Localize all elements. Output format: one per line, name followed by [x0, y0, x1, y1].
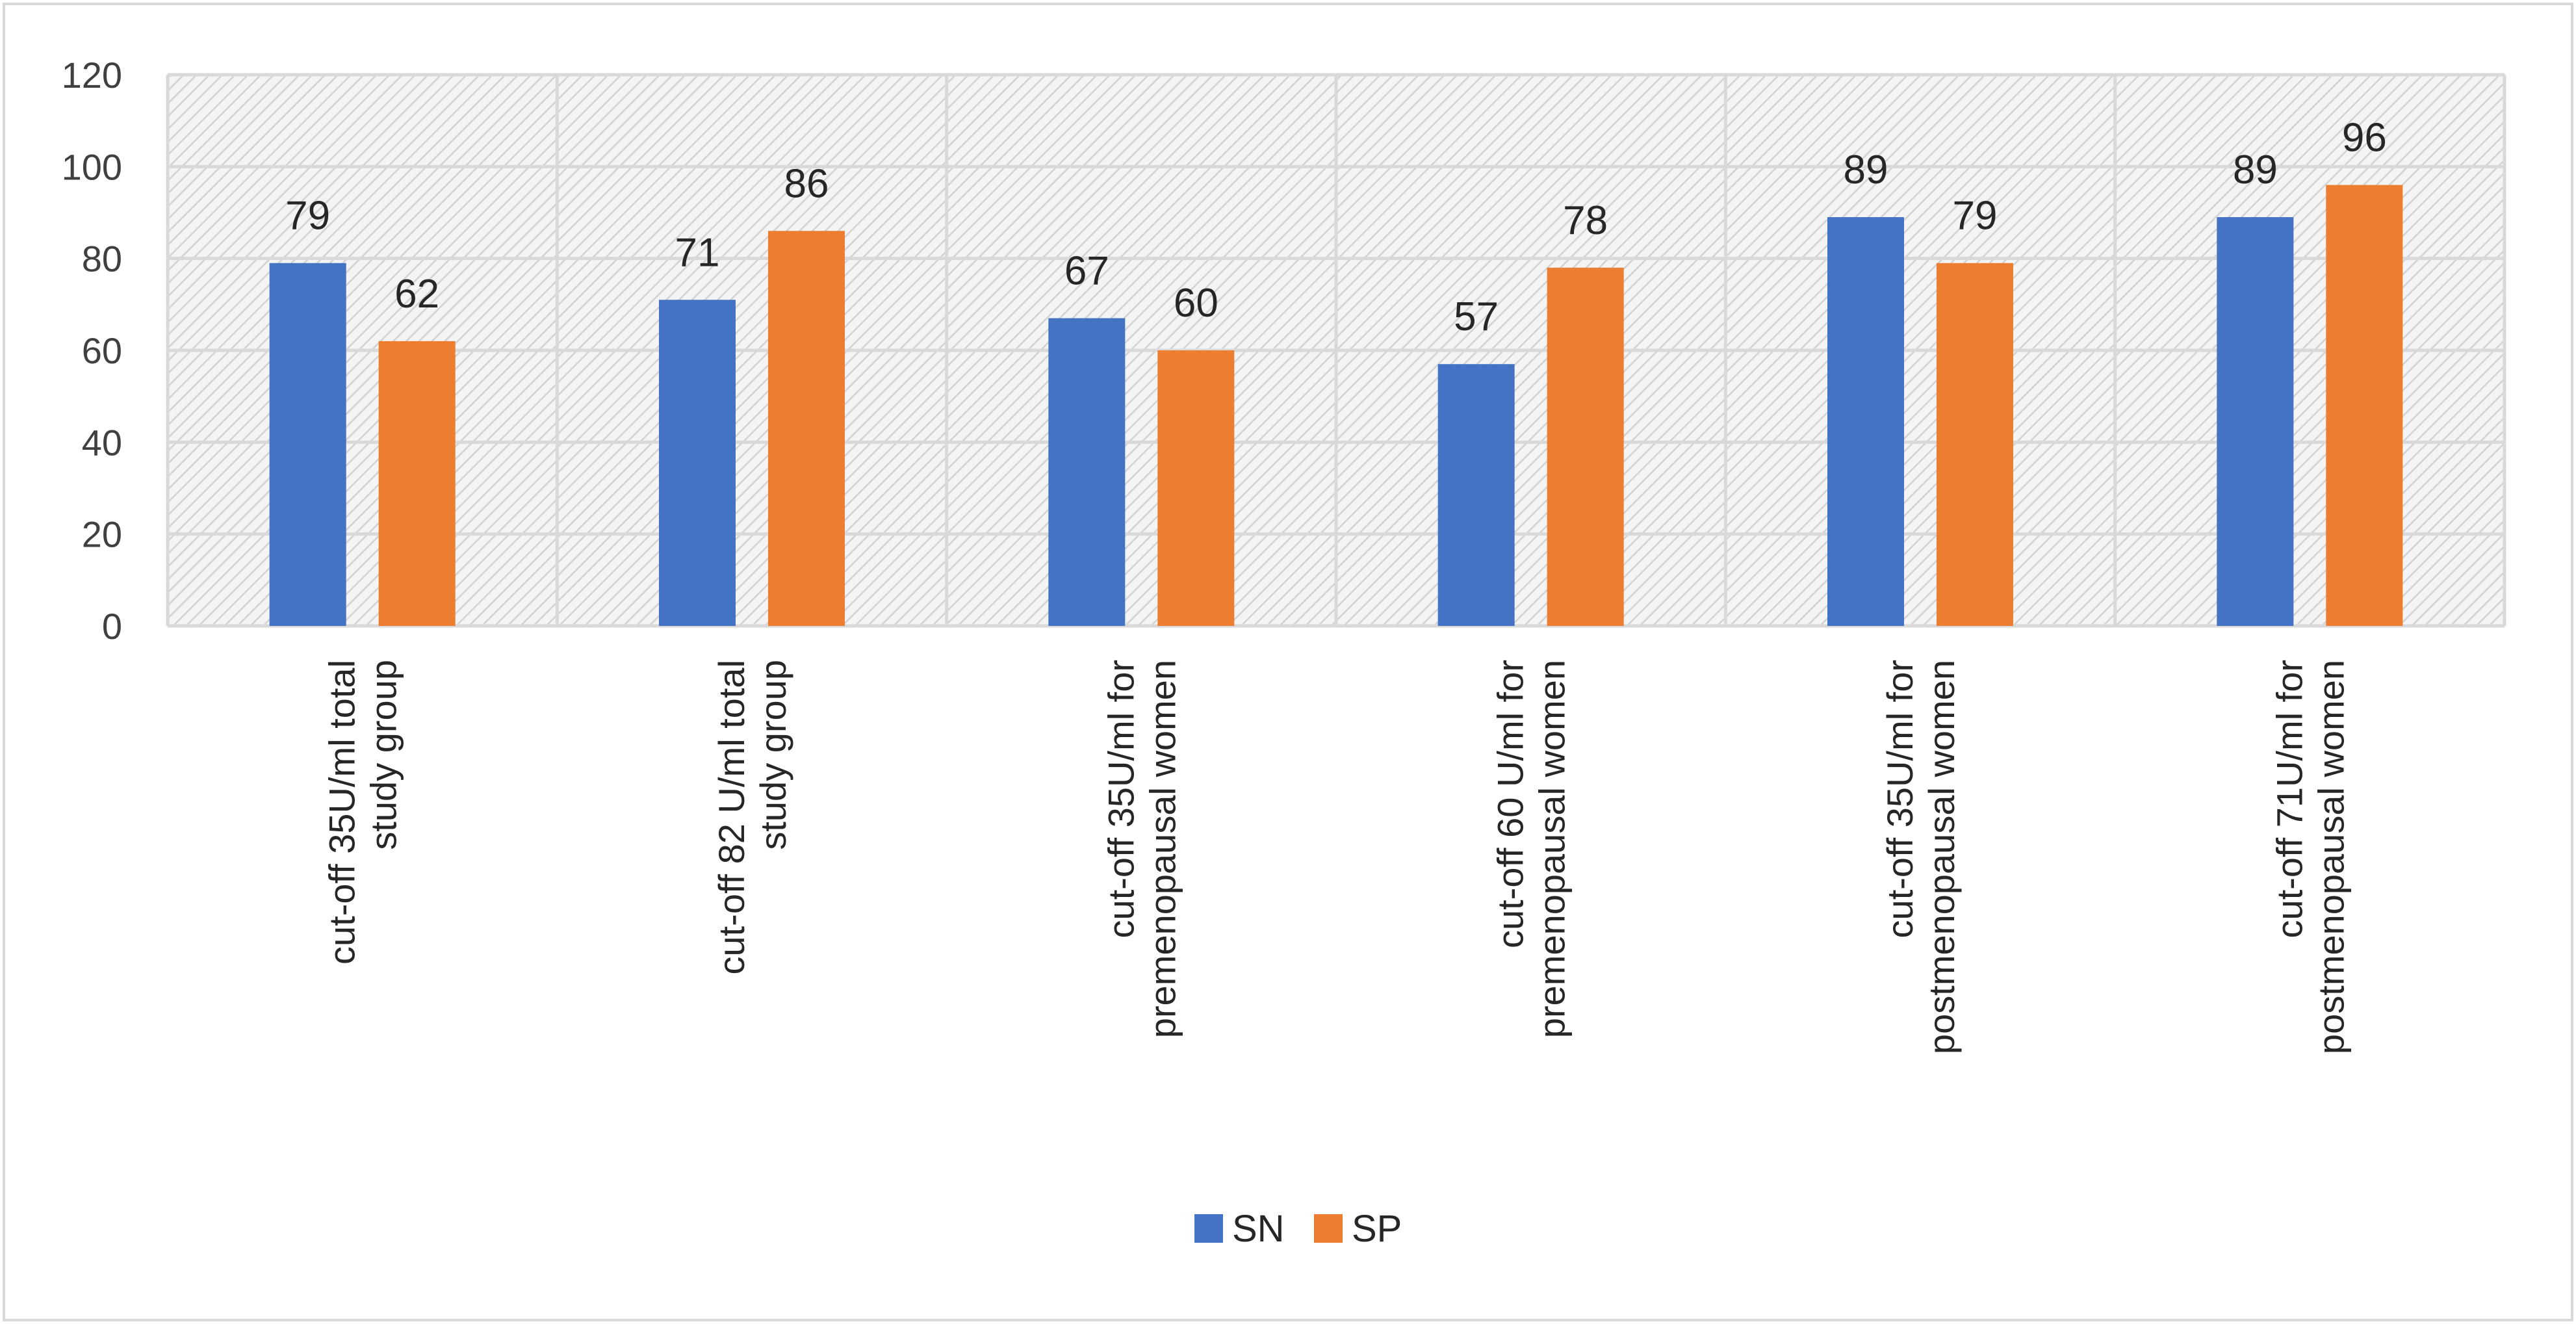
bar-sp-4	[1547, 267, 1624, 626]
bar-sp-5	[1937, 263, 2013, 626]
category-label-5: cut-off 35U/ml forpostmenopausal women	[1879, 660, 1962, 1054]
y-tick-label: 60	[82, 330, 122, 371]
data-label-sp-5: 79	[1953, 194, 1998, 239]
category-label-6: cut-off 71U/ml forpostmenopausal women	[2269, 660, 2351, 1054]
data-label-sn-5: 89	[1844, 148, 1888, 192]
y-tick-label: 100	[62, 146, 122, 187]
data-label-sn-4: 57	[1454, 294, 1499, 339]
data-label-sp-6: 96	[2342, 116, 2387, 161]
y-tick-label: 40	[82, 422, 122, 463]
bar-sn-4	[1437, 364, 1515, 626]
bar-sn-3	[1048, 318, 1126, 626]
gridlines	[166, 73, 2506, 628]
data-label-sp-1: 62	[394, 272, 439, 317]
data-labels: 79 71 67 57 89 89 62 86 60 78 79 96	[285, 116, 2387, 340]
category-label-4: cut-off 60 U/ml forpremenopausal women	[1490, 660, 1573, 1038]
data-label-sn-6: 89	[2233, 148, 2278, 192]
data-label-sn-3: 67	[1064, 249, 1109, 294]
category-label-2: cut-off 82 U/ml totalstudy group	[711, 660, 793, 975]
data-label-sn-2: 71	[675, 230, 720, 275]
category-labels: cut-off 35U/ml totalstudy group cut-off 8…	[322, 660, 2352, 1054]
y-tick-label: 20	[82, 514, 122, 555]
data-label-sp-3: 60	[1174, 281, 1218, 326]
y-tick-label: 80	[82, 239, 122, 279]
legend: SN SP	[1194, 1208, 1402, 1250]
bar-sn-1	[269, 263, 346, 626]
bar-sp-1	[378, 341, 456, 626]
legend-swatch-sp	[1314, 1214, 1343, 1243]
bar-sp-6	[2326, 185, 2403, 627]
data-label-sp-2: 86	[784, 161, 829, 206]
bar-sn-2	[659, 300, 736, 626]
legend-swatch-sn	[1194, 1214, 1223, 1243]
bars	[269, 185, 2403, 627]
y-tick-label: 120	[62, 55, 122, 96]
bar-sn-5	[1827, 217, 1904, 627]
bar-sn-6	[2217, 217, 2294, 627]
data-label-sn-1: 79	[285, 194, 330, 239]
legend-label-sp: SP	[1352, 1208, 1402, 1250]
category-label-1: cut-off 35U/ml totalstudy group	[322, 660, 404, 965]
y-tick-label: 0	[102, 606, 122, 647]
bar-sp-3	[1157, 350, 1235, 626]
y-axis-tick-labels: 0 20 40 60 80 100 120	[62, 55, 122, 647]
category-label-3: cut-off 35U/ml forpremenopausal women	[1100, 660, 1183, 1038]
legend-label-sn: SN	[1232, 1208, 1285, 1250]
data-label-sp-4: 78	[1563, 198, 1608, 243]
bar-sp-2	[768, 231, 845, 626]
